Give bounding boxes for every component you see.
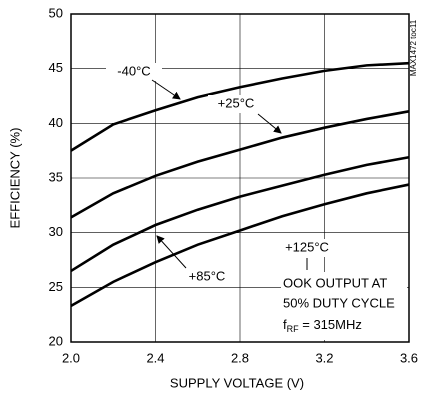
y-tick-label: 35	[49, 169, 63, 184]
note-freq: fRF = 315MHz	[283, 317, 362, 334]
x-tick-label: 3.6	[400, 350, 418, 365]
y-tick-label: 50	[49, 5, 63, 20]
label-bg	[106, 63, 162, 81]
series-label: +85°C	[189, 268, 226, 283]
label-arrow	[257, 113, 282, 134]
freq-val: = 315MHz	[299, 317, 362, 332]
x-tick-label: 2.8	[231, 350, 249, 365]
label-arrow	[156, 235, 187, 269]
label-bg	[279, 239, 335, 257]
y-tick-label: 25	[49, 279, 63, 294]
note-bg	[281, 272, 407, 340]
side-note: MAX1472 toc11	[409, 19, 418, 76]
freq-f: f	[283, 317, 287, 332]
series-line	[70, 61, 410, 152]
series-label: +25°C	[218, 95, 255, 110]
y-axis-label: EFFICIENCY (%)	[7, 128, 22, 229]
note-line: OOK OUTPUT AT	[283, 275, 387, 290]
y-tick-label: 45	[49, 60, 63, 75]
series-label: -40°C	[117, 63, 150, 78]
y-tick-label: 20	[49, 333, 63, 348]
y-tick-label: 30	[49, 224, 63, 239]
label-bg	[208, 95, 264, 113]
label-bg	[179, 268, 235, 286]
series-label: +125°C	[285, 239, 329, 254]
freq-sub: RF	[287, 324, 299, 334]
x-axis-label: SUPPLY VOLTAGE (V)	[170, 375, 304, 390]
plot-frame	[70, 13, 410, 343]
x-tick-label: 3.2	[315, 350, 333, 365]
y-tick-label: 40	[49, 115, 63, 130]
series-line	[70, 155, 410, 273]
label-arrow	[151, 79, 181, 100]
note-line: 50% DUTY CYCLE	[283, 295, 395, 310]
x-tick-label: 2.4	[146, 350, 164, 365]
series-line	[70, 110, 410, 219]
x-tick-label: 2.0	[62, 350, 80, 365]
series-line	[70, 183, 410, 308]
